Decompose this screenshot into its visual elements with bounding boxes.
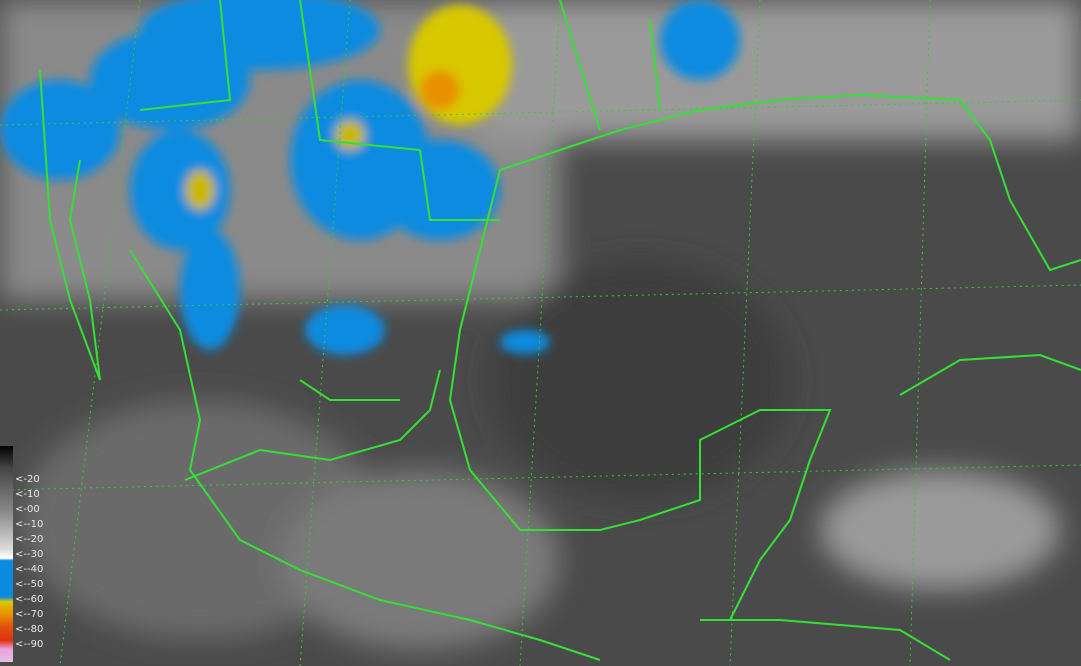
- legend-label: <--80: [15, 624, 44, 635]
- legend-label: <--60: [15, 594, 44, 605]
- legend-label: <--50: [15, 579, 44, 590]
- legend-label: <-20: [15, 474, 40, 485]
- legend-label: <--90: [15, 639, 44, 650]
- legend-label: <--40: [15, 564, 44, 575]
- legend-color-bar: [0, 446, 13, 662]
- legend-label: <-10: [15, 489, 40, 500]
- legend-label: <--70: [15, 609, 44, 620]
- legend-label: <--10: [15, 519, 44, 530]
- cold-cloud-tops: [0, 0, 740, 355]
- legend-label: <--20: [15, 534, 44, 545]
- coastlines-borders: [39, 0, 1081, 661]
- temperature-legend: <-20 <-10 <-00 <--10 <--20 <--30 <--40 <…: [0, 446, 60, 662]
- legend-label: <--30: [15, 549, 44, 560]
- legend-label: <-00: [15, 504, 40, 515]
